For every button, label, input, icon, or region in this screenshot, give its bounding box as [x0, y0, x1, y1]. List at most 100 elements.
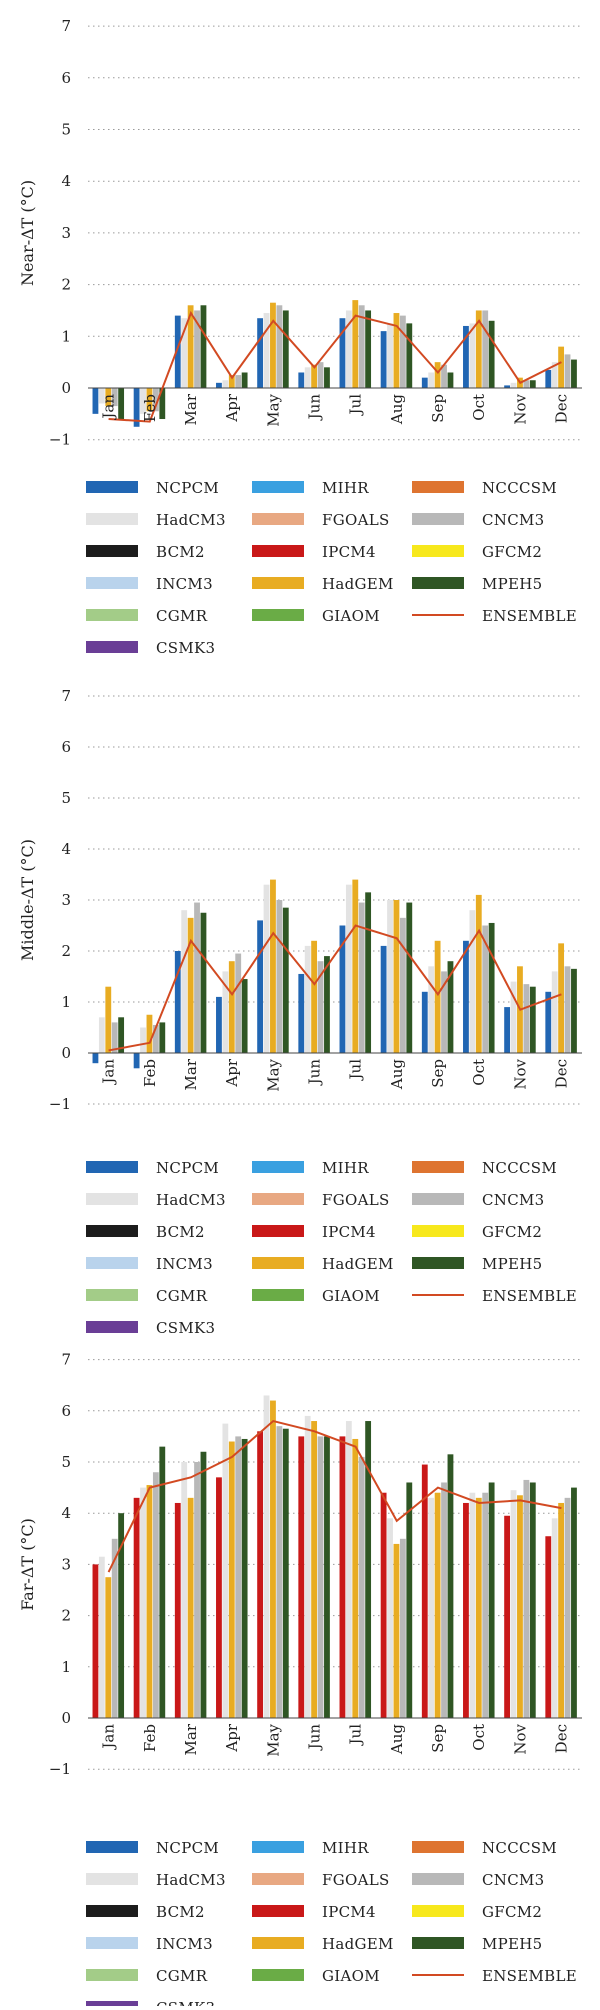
bar-mpeh5 — [365, 310, 372, 388]
bar-cncm3 — [194, 310, 200, 388]
bar-ncpcm — [380, 945, 387, 1053]
bar-cncm3 — [276, 305, 283, 388]
legend-swatch-gfcm2 — [412, 545, 464, 557]
bar-mpeh5 — [571, 359, 577, 388]
bar-ncpcm — [257, 920, 264, 1053]
bar-cncm3 — [152, 1024, 159, 1053]
legend-label-bcm2: BCM2 — [156, 1223, 205, 1241]
legend-swatch-cncm3 — [412, 1193, 464, 1205]
bar-ncpcm — [257, 318, 264, 388]
x-tick-label: Feb — [141, 394, 159, 422]
chart-panel-3: −1 0 1 2 3 4 5 6 7 Far-ΔT (°C) Jan Feb Mar Apr May Jun J… — [18, 1351, 582, 2010]
bar-cncm3 — [399, 917, 406, 1053]
bar-cncm3 — [235, 953, 242, 1053]
bar-hadgem — [270, 302, 276, 388]
bar-hadgem — [105, 1577, 112, 1718]
bar-cncm3 — [523, 984, 530, 1053]
bar-mpeh5 — [324, 1436, 330, 1718]
legend-label-mihr: MIHR — [322, 479, 369, 497]
legend-label-gfcm2: GFCM2 — [482, 1223, 542, 1241]
bar-cncm3 — [317, 1436, 324, 1718]
bar-hadgem — [517, 1495, 523, 1718]
bar-mpeh5 — [159, 1446, 166, 1718]
y-tick-label: 1 — [61, 1658, 71, 1676]
bar-ncpcm — [463, 940, 469, 1053]
bar-cncm3 — [358, 1456, 365, 1718]
legend-swatch-bcm2 — [86, 1225, 138, 1237]
legend-swatch-fgoals — [252, 1873, 304, 1885]
x-tick-label: Sep — [429, 1059, 447, 1088]
bar-mpeh5 — [324, 367, 330, 388]
bar-ipcm4 — [216, 1477, 222, 1718]
legend-swatch-mpeh5 — [412, 577, 464, 589]
bar-ncpcm — [545, 369, 552, 388]
x-tick-label: Aug — [388, 1724, 406, 1755]
bar-cncm3 — [523, 1479, 530, 1718]
bar-hadgem — [434, 1492, 441, 1718]
bar-ncpcm — [133, 388, 140, 427]
bar-cncm3 — [235, 375, 242, 388]
legend-label-csmk3: CSMK3 — [156, 1319, 215, 1337]
x-tick-label: Jan — [100, 394, 118, 421]
bar-hadgem — [228, 375, 235, 388]
y-tick-label: 6 — [61, 1402, 71, 1420]
bar-cncm3 — [152, 1472, 159, 1718]
legend-label-ncccsm: NCCCSM — [482, 1839, 557, 1857]
bar-hadgem — [558, 943, 565, 1053]
bar-hadcm3 — [98, 1017, 105, 1053]
bar-ipcm4 — [463, 1502, 469, 1718]
legend-swatch-cgmr — [86, 1969, 138, 1981]
x-tick-label: Oct — [470, 1724, 488, 1751]
bar-hadcm3 — [222, 971, 229, 1053]
bar-hadgem — [475, 310, 482, 388]
bar-mpeh5 — [118, 388, 125, 420]
x-tick-label: Jan — [100, 1724, 118, 1751]
bar-ncpcm — [298, 372, 305, 388]
bar-hadgem — [146, 388, 153, 412]
bar-cncm3 — [482, 1492, 489, 1718]
bar-ipcm4 — [545, 1536, 552, 1718]
bar-cncm3 — [564, 1497, 571, 1718]
legend-label-ipcm4: IPCM4 — [322, 1223, 376, 1241]
bar-hadcm3 — [428, 1497, 435, 1718]
bar-ncpcm — [504, 1007, 511, 1053]
legend-label-hadgem: HadGEM — [322, 1935, 394, 1953]
bar-cncm3 — [276, 1426, 283, 1718]
legend-label-hadcm3: HadCM3 — [156, 1191, 226, 1209]
legend-label-cgmr: CGMR — [156, 607, 208, 625]
legend-label-gfcm2: GFCM2 — [482, 543, 542, 561]
legend-swatch-incm3 — [86, 1937, 138, 1949]
x-tick-label: Sep — [429, 1724, 447, 1753]
bar-mpeh5 — [447, 372, 454, 388]
bar-ncpcm — [339, 925, 346, 1053]
bar-mpeh5 — [488, 320, 495, 388]
bar-ipcm4 — [380, 1492, 387, 1718]
y-tick-label: 1 — [61, 993, 71, 1011]
bar-ncpcm — [421, 377, 428, 388]
legend-label-incm3: INCM3 — [156, 1935, 213, 1953]
bar-hadgem — [105, 986, 112, 1053]
y-tick-label: 7 — [61, 687, 71, 705]
legend-label-incm3: INCM3 — [156, 1255, 213, 1273]
bar-cncm3 — [111, 1538, 118, 1718]
bar-hadcm3 — [140, 1487, 146, 1718]
y-tick-label: 0 — [61, 379, 71, 397]
legend-label-giaom: GIAOM — [322, 1967, 380, 1985]
legend-swatch-cgmr — [86, 1289, 138, 1301]
bar-hadcm3 — [345, 1421, 352, 1718]
bar-mpeh5 — [200, 912, 207, 1053]
bar-ncpcm — [421, 991, 428, 1053]
legend-swatch-cgmr — [86, 609, 138, 621]
chart-panel-2: −1 0 1 2 3 4 5 6 7 Middle-ΔT (°C) Jan Feb Mar Apr May J… — [18, 687, 582, 1337]
legend-label-bcm2: BCM2 — [156, 1903, 205, 1921]
legend-swatch-giaom — [252, 1969, 304, 1981]
legend-label-bcm2: BCM2 — [156, 543, 205, 561]
bar-hadcm3 — [263, 1395, 270, 1718]
bar-ncpcm — [174, 951, 181, 1053]
bar-hadcm3 — [98, 388, 105, 404]
bar-mpeh5 — [571, 1487, 577, 1718]
bar-cncm3 — [358, 305, 365, 388]
x-tick-label: Mar — [182, 1723, 200, 1755]
x-tick-label: Jun — [305, 394, 323, 422]
bar-hadgem — [434, 362, 441, 388]
